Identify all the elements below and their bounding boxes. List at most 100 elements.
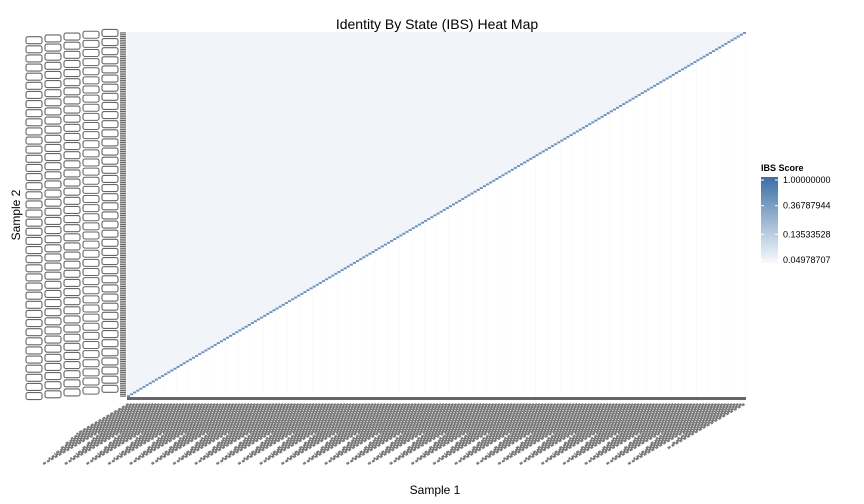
y-tick-label xyxy=(101,275,119,284)
heatmap-cell xyxy=(578,128,582,131)
heatmap-cell xyxy=(650,86,654,89)
heatmap-cell xyxy=(130,393,134,396)
heatmap-cell xyxy=(201,351,205,354)
heatmap-cell xyxy=(356,260,360,262)
heatmap-cell xyxy=(640,92,644,95)
y-tick-label xyxy=(101,110,119,120)
heatmap-cell xyxy=(470,192,474,195)
y-tick-label xyxy=(63,78,81,87)
heatmap-cell xyxy=(458,199,462,202)
x-tick-label xyxy=(481,402,578,461)
x-tick-label xyxy=(157,402,219,441)
x-tick-label xyxy=(292,402,346,436)
x-tick-label xyxy=(509,402,563,436)
y-tick-label xyxy=(44,362,62,371)
y-tick-label xyxy=(101,174,119,183)
x-tick-label xyxy=(633,402,730,461)
x-tick-label xyxy=(205,402,260,436)
heatmap-cell xyxy=(315,283,319,286)
y-tick-label xyxy=(44,326,62,335)
y-tick-label xyxy=(63,333,81,342)
y-tick-label xyxy=(82,368,100,377)
y-tick-label xyxy=(25,127,43,136)
heatmap-cell xyxy=(278,305,282,308)
heatmap-cell xyxy=(439,210,443,213)
x-tick-label xyxy=(574,402,628,436)
heatmap-cell xyxy=(334,272,338,275)
x-tick-label xyxy=(438,402,535,461)
y-tick-label xyxy=(63,306,81,315)
y-tick-label xyxy=(63,96,81,105)
legend-ticks: 1.00000000 0.36787944 0.13533528 0.04978707 xyxy=(761,175,831,265)
x-tick-label xyxy=(367,402,473,466)
y-tick-label xyxy=(25,373,43,382)
x-tick-label xyxy=(589,402,687,461)
y-tick-label xyxy=(82,85,100,94)
x-tick-label xyxy=(162,402,216,436)
y-tick-label xyxy=(25,264,43,273)
legend-tick-label: 0.04978707 xyxy=(783,255,831,265)
y-tick-label xyxy=(25,300,43,309)
heatmap-cell xyxy=(690,63,694,65)
heatmap-cell xyxy=(340,269,344,272)
y-tick-label xyxy=(63,260,81,269)
x-tick-label xyxy=(59,402,139,451)
x-tick-label xyxy=(357,402,411,436)
heatmap-cell xyxy=(445,207,449,210)
y-tick-label xyxy=(101,339,119,348)
x-tick-label xyxy=(595,402,684,456)
heatmap-cell xyxy=(309,287,313,290)
x-tick-label xyxy=(417,402,479,441)
heatmap-cell xyxy=(665,77,669,80)
y-tick-label xyxy=(63,169,81,178)
chart-title: Identity By State (IBS) Heat Map xyxy=(336,16,539,32)
heatmap-cell xyxy=(352,261,357,264)
y-tick-label xyxy=(25,364,43,373)
heatmap-cell xyxy=(263,314,267,317)
heatmap-cell xyxy=(306,289,310,292)
x-tick-label xyxy=(405,402,486,451)
heatmap-cell xyxy=(207,347,211,350)
heatmap-cell xyxy=(486,183,490,186)
heatmap-cell xyxy=(222,338,227,341)
heatmap-cell xyxy=(359,258,363,261)
y-tick-label xyxy=(44,52,62,61)
heatmap-cell xyxy=(482,185,487,188)
heatmap-cell xyxy=(529,157,533,160)
x-tick-label xyxy=(102,402,182,451)
x-tick-label xyxy=(264,402,362,461)
y-tick-label xyxy=(44,70,62,79)
x-tick-label xyxy=(178,402,275,461)
y-tick-label xyxy=(101,220,119,229)
heatmap-cell xyxy=(464,196,468,199)
y-tick-label xyxy=(82,58,100,67)
heatmap-cell xyxy=(219,340,223,343)
heatmap-cell xyxy=(594,119,598,122)
y-tick-label xyxy=(44,317,62,326)
heatmap-cell xyxy=(724,42,728,45)
x-tick-label xyxy=(70,402,133,441)
y-tick-label xyxy=(25,54,43,63)
x-tick-label xyxy=(97,402,185,456)
x-tick-label xyxy=(487,402,575,456)
y-tick-label xyxy=(101,247,119,256)
y-tick-label xyxy=(82,240,100,249)
heatmap-cell xyxy=(436,212,440,215)
heatmap-cell xyxy=(442,209,446,211)
y-tick-label xyxy=(63,370,81,379)
x-tick-label xyxy=(92,402,154,441)
y-tick-label xyxy=(63,41,81,50)
x-tick-label xyxy=(313,402,402,456)
heatmap-cell xyxy=(532,156,536,158)
y-tick-label xyxy=(44,207,62,216)
x-tick-label xyxy=(280,402,387,466)
heatmap-cell xyxy=(681,68,685,71)
x-tick-label xyxy=(562,402,668,466)
x-tick-label xyxy=(97,402,151,436)
y-tick-label xyxy=(63,105,81,114)
y-tick-label xyxy=(25,255,43,264)
y-tick-label xyxy=(63,151,81,160)
y-tick-label xyxy=(44,134,62,143)
heatmap-cell xyxy=(739,33,743,36)
y-tick-label xyxy=(44,171,62,180)
